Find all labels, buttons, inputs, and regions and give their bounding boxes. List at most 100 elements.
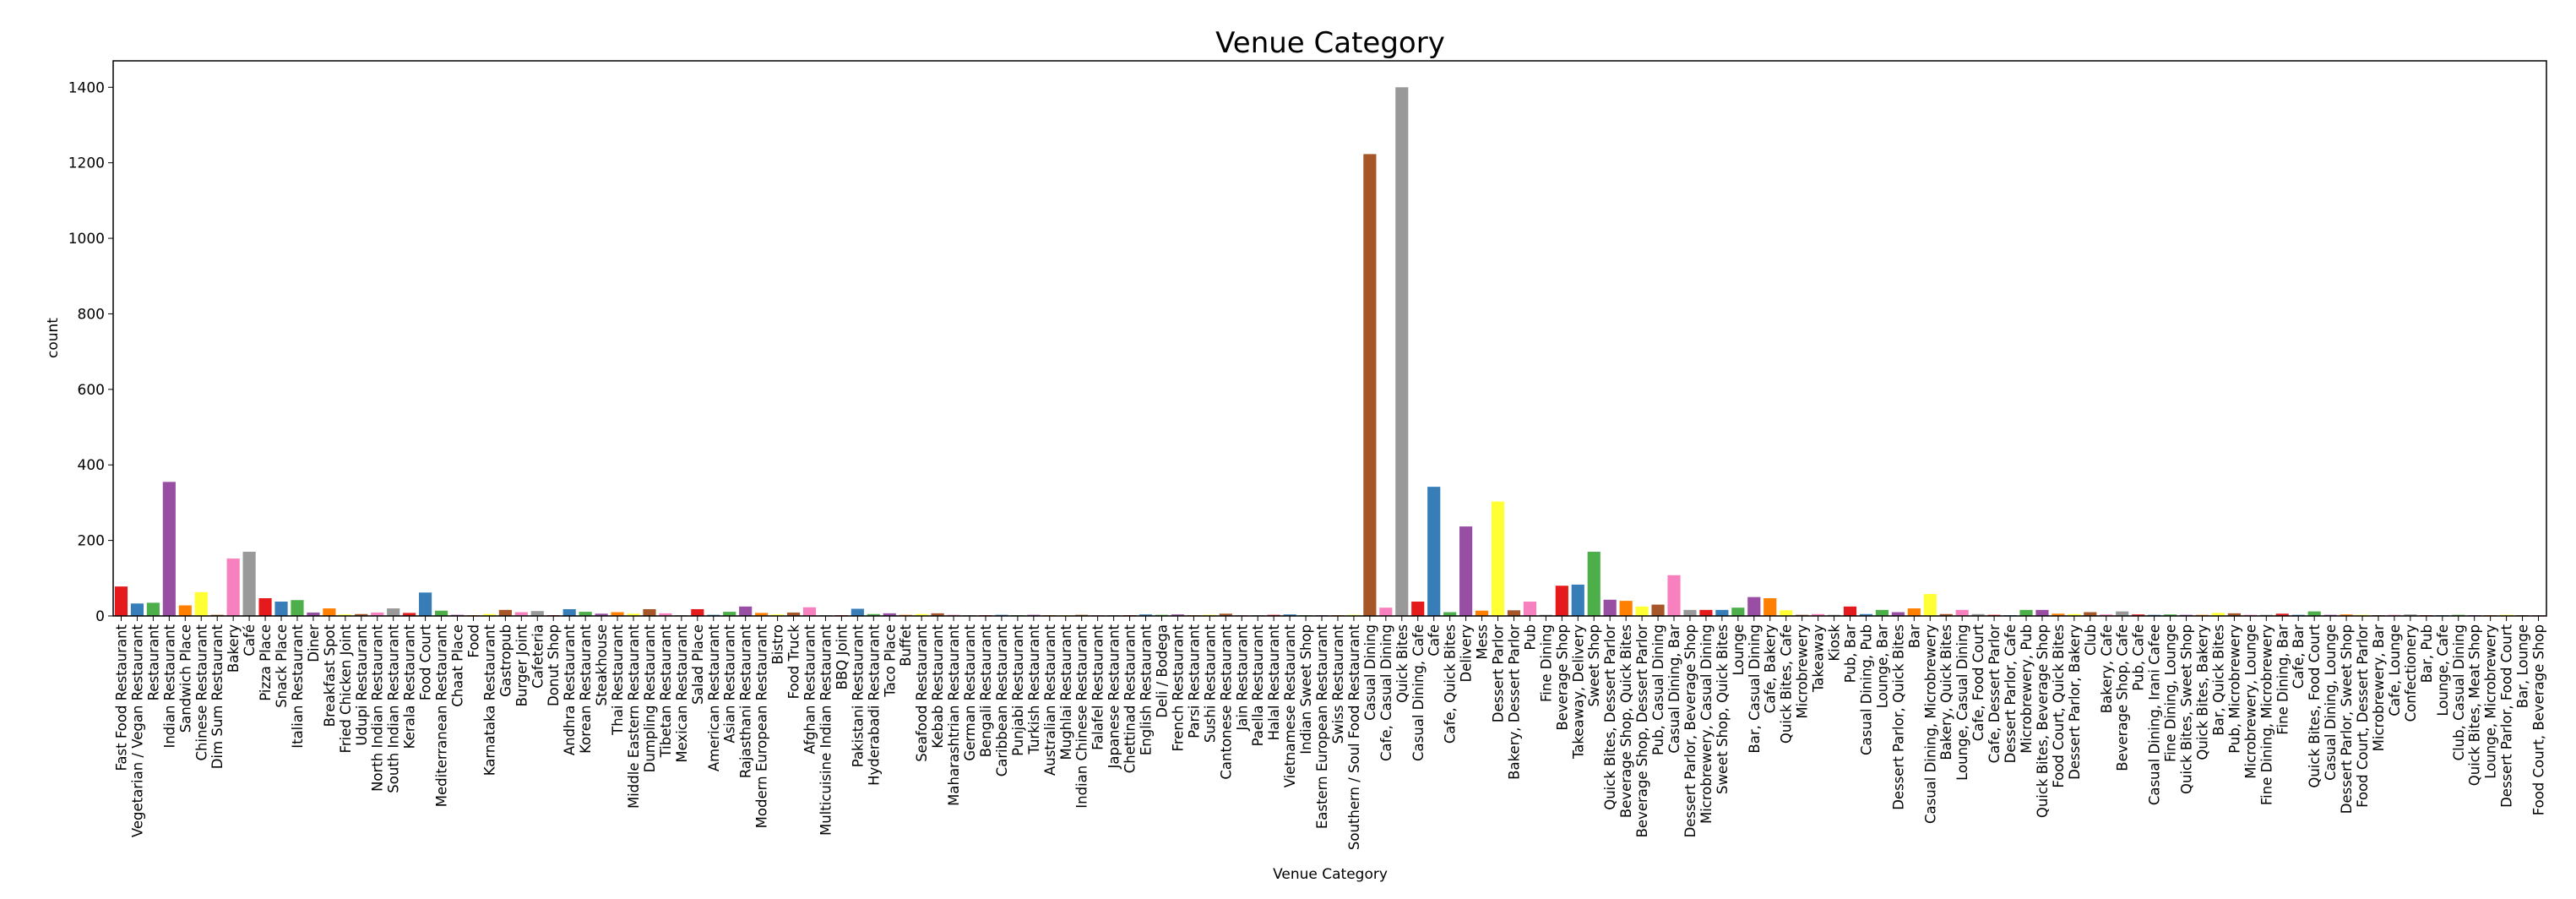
x-tick-label: Fried Chicken Joint	[338, 624, 354, 753]
bar-bakery-quick-bites	[1939, 613, 1953, 616]
bar-bar-quick-bites	[2211, 613, 2225, 616]
bar-french-restaurant	[1171, 614, 1185, 616]
x-tick-label: Cafe, Quick Bites	[1443, 624, 1459, 744]
bar-italian-restaurant	[291, 600, 304, 616]
x-tick-label: Bakery, Cafe	[2099, 624, 2115, 713]
bar-lounge-bar	[1875, 609, 1889, 616]
bar-beverage-shop	[1555, 586, 1568, 616]
bar-english-restaurant	[1139, 614, 1153, 616]
x-tick-label: French Restaurant	[1170, 624, 1186, 751]
y-tick-label: 400	[78, 457, 105, 474]
y-tick-label: 0	[95, 608, 105, 625]
x-axis-ticks: Fast Food Restaurant Vegetarian / Vegan R…	[113, 616, 2547, 850]
bar-steakhouse	[595, 613, 608, 616]
x-tick-label: Quick Bites, Food Court	[2307, 624, 2323, 787]
x-tick-label: Casual Dining, Microbrewery	[1922, 624, 1938, 824]
bar-casual-dining-microbrewery	[1923, 594, 1937, 616]
x-tick-label: Lounge, Cafe	[2435, 624, 2451, 716]
bar-bar-casual-dining	[1747, 597, 1761, 616]
x-tick-label: Food Court	[418, 624, 434, 700]
bar-karnataka-restaurant	[482, 613, 496, 616]
x-tick-label: Dessert Parlor, Cafe	[2003, 624, 2019, 763]
x-tick-label: Kiosk	[1827, 624, 1843, 662]
x-tick-label: Steakhouse	[594, 624, 610, 706]
x-axis-label: Venue Category	[1273, 866, 1388, 883]
bar-mediterranean-restaurant	[434, 610, 448, 616]
x-tick-label: Dessert Parlor, Beverage Shop	[1682, 624, 1698, 837]
bar-sweet-shop-quick-bites	[1715, 609, 1729, 616]
x-tick-label: Bar, Quick Bites	[2210, 624, 2226, 736]
x-tick-label: Bakery, Dessert Parlor	[1506, 624, 1522, 780]
bar-andhra-restaurant	[562, 608, 576, 616]
x-tick-label: Breakfast Spot	[322, 624, 338, 727]
x-tick-label: Paella Restaurant	[1250, 624, 1266, 746]
bar-dessert-parlor-beverage-shop	[1683, 609, 1697, 616]
x-tick-label: Dumpling Restaurant	[642, 624, 658, 772]
bar-beverage-shop-dessert-parlor	[1635, 606, 1649, 616]
bar-fine-dining-lounge	[2164, 614, 2177, 616]
bar-asian-restaurant	[723, 612, 736, 616]
x-tick-label: BBQ Joint	[834, 624, 850, 689]
x-tick-label: Multicuisine Indian Restaurant	[818, 624, 834, 836]
bar-confectionery	[2404, 614, 2417, 616]
x-tick-label: Microbrewery	[1795, 624, 1811, 719]
x-tick-label: Cafe	[1427, 624, 1443, 657]
x-tick-label: Casual Dining, Lounge	[2323, 624, 2339, 781]
plot-frame	[112, 60, 2547, 617]
bar-takeaway-delivery	[1571, 584, 1584, 616]
x-tick-label: Kerala Restaurant	[402, 624, 418, 749]
x-tick-label: Vietnamese Restaurant	[1282, 624, 1298, 787]
x-tick-label: Pizza Place	[258, 624, 274, 701]
x-tick-label: Fine Dining, Lounge	[2163, 624, 2179, 762]
x-tick-label: Dessert Parlor, Sweet Shop	[2339, 624, 2355, 814]
bar-seafood-restaurant	[915, 613, 928, 616]
bar-casual-dining	[1363, 154, 1377, 616]
bar-cafe-quick-bites	[1443, 612, 1457, 616]
x-tick-label: American Restaurant	[706, 624, 722, 771]
x-tick-label: Deli / Bodega	[1154, 624, 1170, 718]
x-tick-label: Takeaway, Delivery	[1570, 624, 1586, 760]
bar-quick-bites-cafe	[1780, 610, 1793, 616]
bar-vietnamese-restaurant	[1283, 614, 1296, 616]
x-tick-label: Mess	[1475, 624, 1491, 660]
x-tick-label: Delivery	[1459, 624, 1475, 683]
bar-pub-cafe	[2132, 614, 2145, 616]
bar-bar	[1907, 608, 1921, 616]
bar-microbrewery-pub	[2019, 609, 2033, 616]
bar-cafe-casual-dining	[1379, 608, 1393, 616]
bar-casual-dining-cafe	[1411, 602, 1425, 616]
bar-quick-bites	[1395, 87, 1409, 617]
x-tick-label: Bar, Pub	[2419, 624, 2435, 683]
x-tick-label: Modern European Restaurant	[754, 624, 770, 828]
bar-pub-microbrewery	[2227, 613, 2241, 616]
y-tick-label: 200	[78, 533, 105, 550]
bar-food-truck	[786, 612, 801, 616]
bars-group	[114, 87, 2546, 617]
x-tick-label: Casual Dining, Irani Cafee	[2147, 624, 2163, 805]
bar-pakistani-restaurant	[851, 608, 864, 616]
x-tick-label: Dessert Parlor	[1491, 624, 1507, 722]
x-tick-label: Udupi Restaurant	[354, 624, 370, 745]
bar-quick-bites-beverage-shop	[2035, 609, 2049, 616]
bar-diner	[307, 612, 320, 616]
x-tick-label: Microbrewery, Lounge	[2242, 624, 2258, 779]
x-tick-label: Casual Dining, Cafe	[1410, 624, 1427, 761]
bar-hyderabadi-restaurant	[867, 613, 880, 616]
bar-takeaway	[1812, 613, 1825, 616]
x-tick-label: Donut Shop	[546, 624, 562, 706]
x-tick-label: Lounge	[1731, 624, 1747, 676]
bar-quick-bites-food-court	[2307, 611, 2321, 616]
x-tick-label: Mughlai Restaurant	[1058, 624, 1074, 760]
x-tick-label: Casual Dining, Bar	[1666, 624, 1682, 754]
x-tick-label: Indian Restaurant	[161, 624, 177, 748]
x-tick-label: Bar, Lounge	[2515, 624, 2531, 708]
bar-cantonese-restaurant	[1219, 613, 1232, 616]
bar-casual-dining-pub	[1859, 613, 1873, 616]
x-tick-label: Lounge, Microbrewery	[2483, 624, 2499, 779]
x-tick-label: Pakistani Restaurant	[850, 624, 866, 767]
x-tick-label: Cafe, Dessert Parlor	[1986, 624, 2003, 764]
x-tick-label: Fine Dining, Microbrewery	[2258, 624, 2274, 805]
x-tick-label: Halal Restaurant	[1266, 624, 1282, 740]
bar-burger-joint	[514, 612, 528, 616]
x-tick-label: Club	[2083, 624, 2099, 656]
